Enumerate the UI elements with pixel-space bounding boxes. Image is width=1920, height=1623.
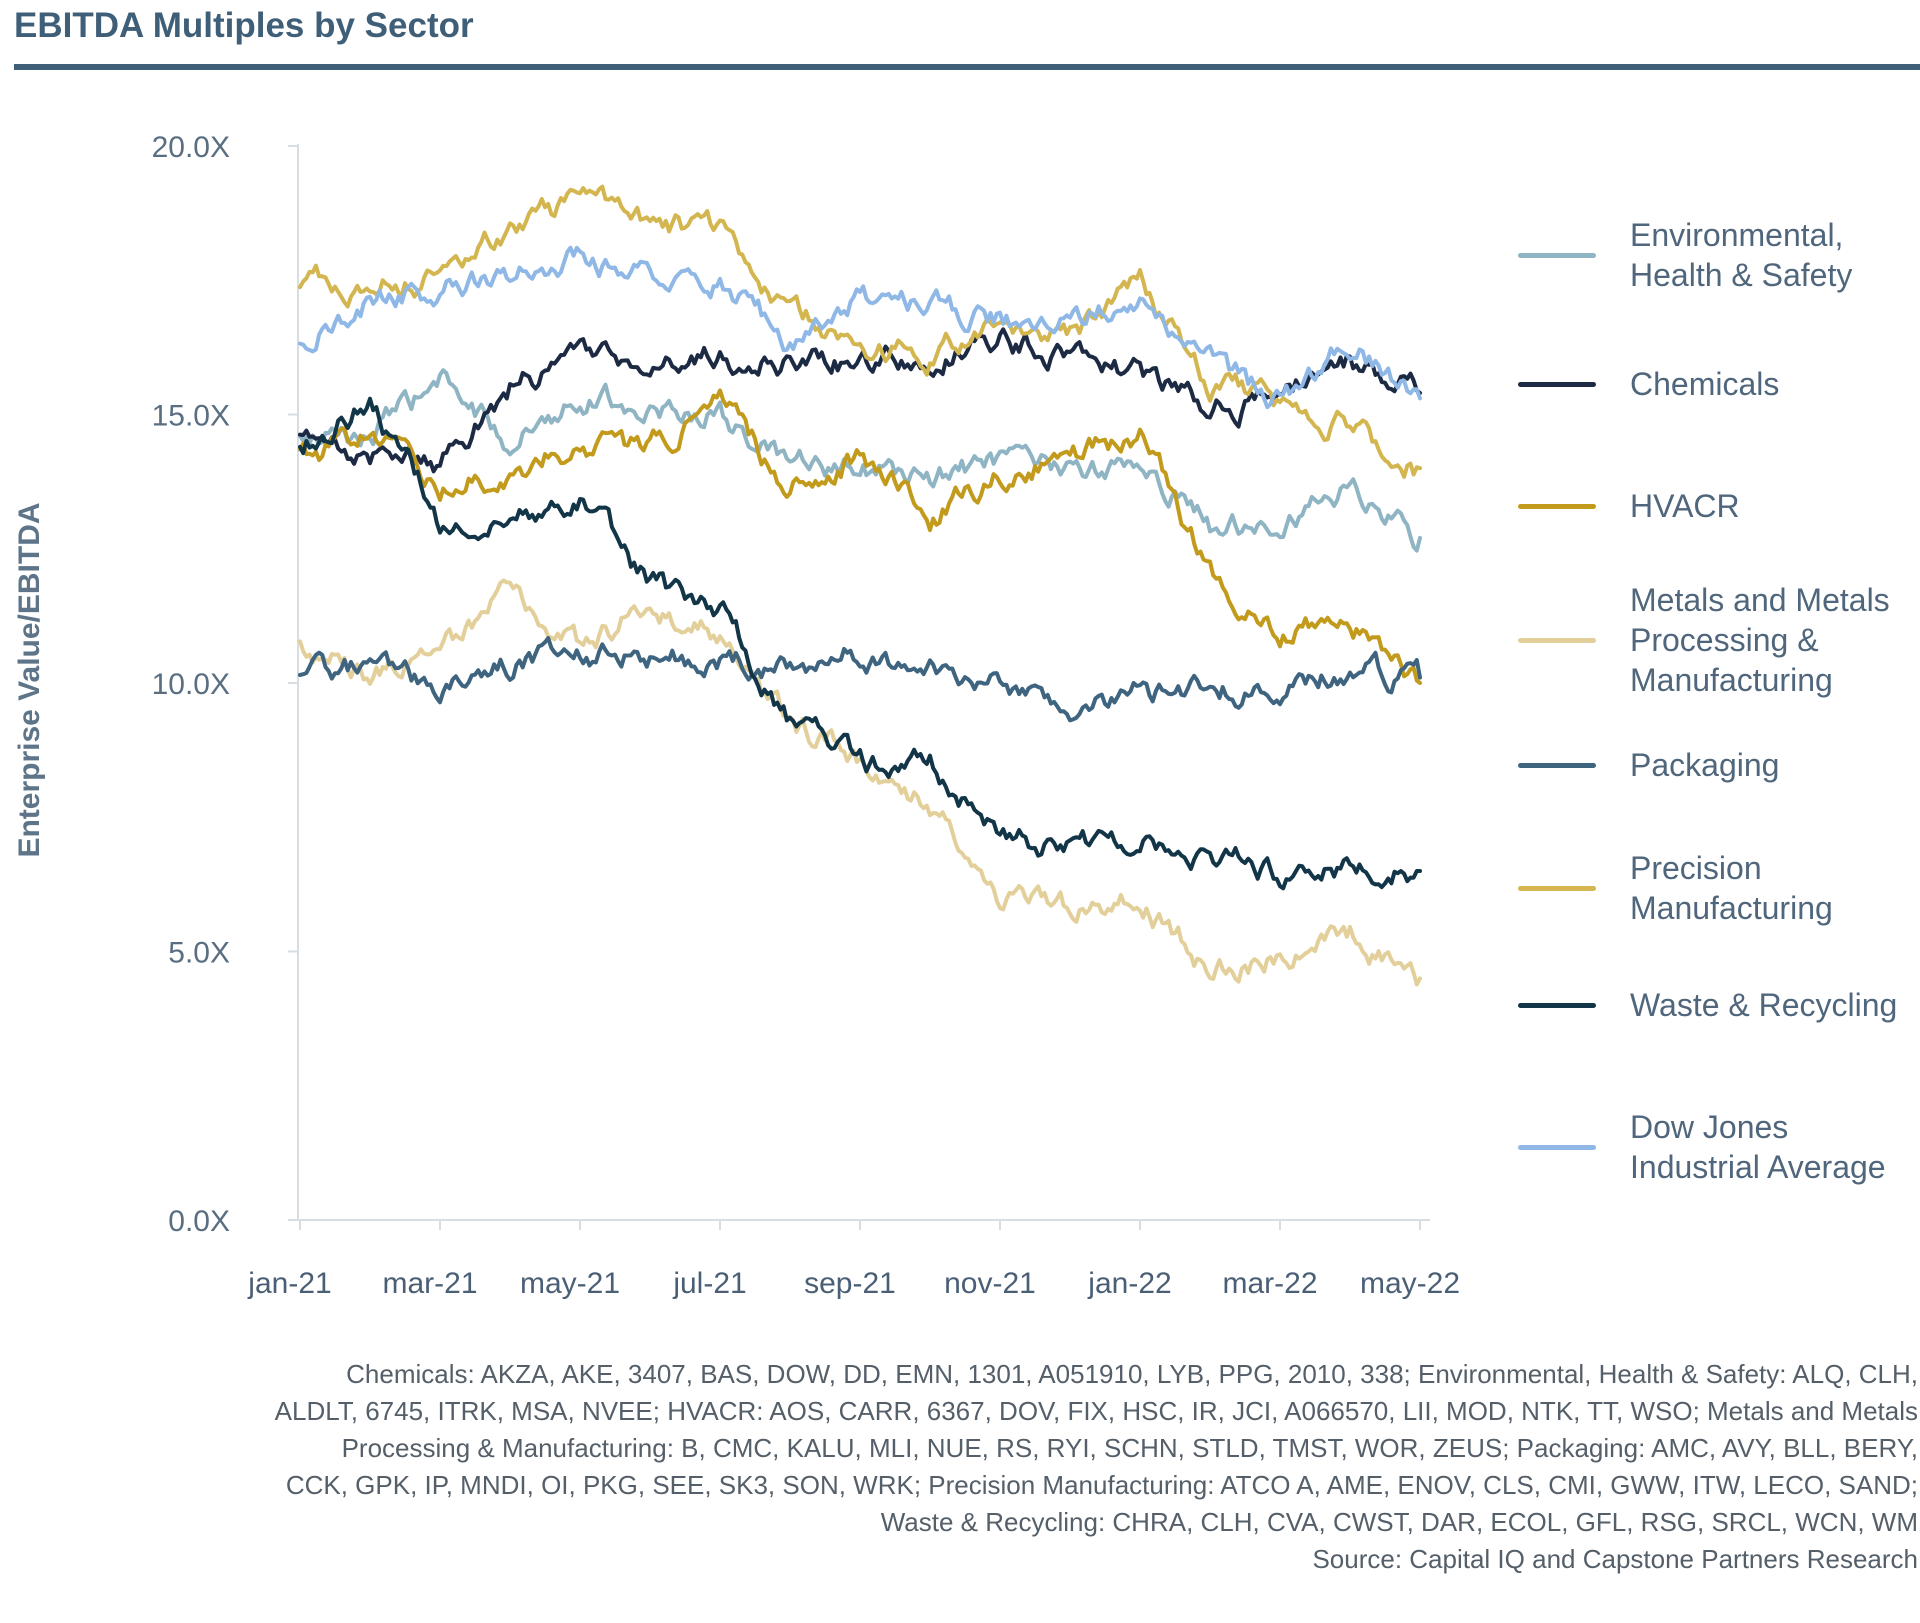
- x-tick-label: nov-21: [944, 1267, 1036, 1300]
- footnote: Chemicals: AKZA, AKE, 3407, BAS, DOW, DD…: [158, 1356, 1918, 1578]
- legend-label-line: Chemicals: [1630, 366, 1780, 402]
- x-tick-label: jan-21: [247, 1267, 331, 1300]
- legend-label: Environmental, Health & Safety: [1630, 215, 1852, 295]
- legend-label-line: Packaging: [1630, 747, 1780, 783]
- legend-label-line: HVACR: [1630, 488, 1740, 524]
- legend-label-line: Processing &: [1630, 622, 1819, 658]
- legend-label-line: Environmental,: [1630, 217, 1844, 253]
- legend-label: Metals and Metals Processing & Manufacturi…: [1630, 580, 1890, 700]
- series-line: [298, 636, 1422, 723]
- legend-swatch: [1518, 382, 1596, 387]
- legend-label: Waste & Recycling: [1630, 985, 1897, 1025]
- series-line: [298, 184, 1422, 479]
- footnote-line: Processing & Manufacturing: B, CMC, KALU…: [341, 1433, 1918, 1463]
- y-tick-label: 20.0X: [152, 131, 230, 164]
- x-tick-label: mar-21: [382, 1267, 477, 1300]
- legend-swatch: [1518, 1145, 1596, 1150]
- x-tick-label: may-22: [1360, 1267, 1460, 1300]
- legend-label: Chemicals: [1630, 364, 1779, 404]
- y-tick-label: 10.0X: [152, 668, 230, 701]
- legend-swatch: [1518, 504, 1596, 509]
- chart-title: EBITDA Multiples by Sector: [14, 6, 474, 45]
- footnote-line: ALDLT, 6745, ITRK, MSA, NVEE; HVACR: AOS…: [274, 1396, 1918, 1426]
- legend-label-line: Dow Jones: [1630, 1109, 1789, 1145]
- x-tick-label: mar-22: [1222, 1267, 1317, 1300]
- legend-label-line: Metals and Metals: [1630, 582, 1890, 618]
- footnote-line: Source: Capital IQ and Capstone Partners…: [1312, 1544, 1918, 1574]
- legend-swatch: [1518, 1003, 1596, 1008]
- y-tick-label: 15.0X: [152, 400, 230, 433]
- legend-swatch: [1518, 253, 1596, 258]
- series-line: [298, 396, 1422, 891]
- x-tick-label: sep-21: [804, 1267, 896, 1300]
- legend-label-line: Manufacturing: [1630, 662, 1833, 698]
- series-line: [298, 578, 1422, 987]
- series-line: [298, 245, 1422, 410]
- series-line: [298, 327, 1422, 474]
- y-tick-label: 5.0X: [168, 937, 230, 970]
- legend-label: Packaging: [1630, 745, 1779, 785]
- legend-label: Precision Manufacturing: [1630, 848, 1833, 928]
- legend-swatch: [1518, 763, 1596, 768]
- legend-label: HVACR: [1630, 486, 1740, 526]
- y-tick-label: 0.0X: [168, 1205, 230, 1238]
- legend-label: Dow Jones Industrial Average: [1630, 1107, 1886, 1187]
- legend-label-line: Waste & Recycling: [1630, 987, 1898, 1023]
- legend-label-line: Health & Safety: [1630, 257, 1853, 293]
- x-tick-label: jan-22: [1087, 1267, 1171, 1300]
- x-tick-label: may-21: [520, 1267, 620, 1300]
- series-line: [298, 368, 1422, 553]
- footnote-line: Waste & Recycling: CHRA, CLH, CVA, CWST,…: [880, 1507, 1918, 1537]
- series-line: [298, 388, 1422, 685]
- footnote-line: Chemicals: AKZA, AKE, 3407, BAS, DOW, DD…: [346, 1359, 1918, 1389]
- footnote-line: CCK, GPK, IP, MNDI, OI, PKG, SEE, SK3, S…: [285, 1470, 1918, 1500]
- legend-label-line: Precision: [1630, 850, 1762, 886]
- legend-swatch: [1518, 886, 1596, 891]
- legend-label-line: Industrial Average: [1630, 1149, 1886, 1185]
- legend-swatch: [1518, 638, 1596, 643]
- x-tick-label: jul-21: [672, 1267, 746, 1300]
- title-divider: [14, 64, 1920, 70]
- legend-label-line: Manufacturing: [1630, 890, 1833, 926]
